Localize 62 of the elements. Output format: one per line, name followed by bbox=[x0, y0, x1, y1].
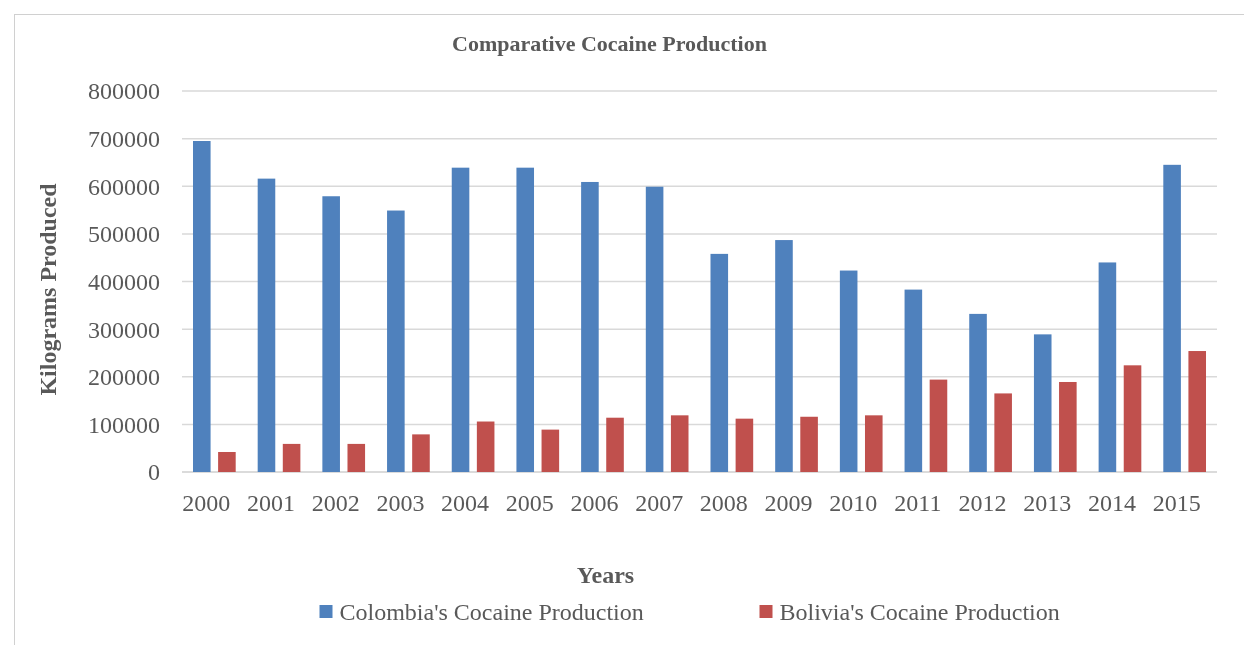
x-tick-label: 2009 bbox=[764, 490, 813, 516]
bar bbox=[257, 178, 276, 472]
bar bbox=[735, 418, 754, 472]
y-tick-label: 600000 bbox=[88, 173, 160, 200]
y-axis-title: Kilograms Produced bbox=[35, 182, 61, 396]
bar bbox=[1163, 164, 1181, 472]
bar bbox=[347, 443, 366, 472]
bar bbox=[282, 443, 301, 472]
bar bbox=[839, 270, 858, 472]
bar bbox=[645, 186, 664, 472]
legend-label: Bolivia's Cocaine Production bbox=[779, 599, 1060, 626]
x-tick-label: 2011 bbox=[894, 490, 942, 516]
bar bbox=[1098, 262, 1117, 472]
bar bbox=[929, 379, 948, 472]
x-tick-label: 2014 bbox=[1087, 490, 1136, 516]
x-axis-title: Years bbox=[576, 562, 635, 588]
x-tick-label: 2002 bbox=[311, 490, 360, 516]
y-tick-label: 400000 bbox=[88, 268, 160, 295]
x-tick-label: 2015 bbox=[1152, 490, 1201, 516]
bar bbox=[800, 416, 818, 472]
x-tick-label: 2007 bbox=[635, 490, 684, 516]
bar bbox=[541, 429, 560, 472]
y-tick-label: 800000 bbox=[88, 78, 160, 105]
y-tick-label: 300000 bbox=[88, 316, 160, 343]
bar bbox=[1059, 381, 1077, 472]
legend-label: Colombia's Cocaine Production bbox=[339, 599, 644, 626]
bar bbox=[994, 393, 1012, 472]
bar bbox=[1188, 351, 1206, 472]
y-tick-label: 500000 bbox=[88, 221, 160, 248]
bar bbox=[775, 240, 793, 472]
chart-title: Comparative Cocaine Production bbox=[452, 31, 767, 56]
bar bbox=[606, 417, 624, 472]
bar bbox=[387, 210, 405, 472]
x-tick-label: 2003 bbox=[376, 490, 425, 516]
x-tick-label: 2004 bbox=[441, 490, 490, 516]
y-tick-label: 700000 bbox=[88, 126, 160, 153]
x-tick-label: 2010 bbox=[829, 490, 878, 516]
bar bbox=[904, 289, 923, 472]
bar bbox=[581, 181, 599, 472]
x-tick-label: 2012 bbox=[958, 490, 1007, 516]
bar bbox=[710, 253, 729, 472]
bar bbox=[670, 415, 689, 472]
x-tick-label: 2008 bbox=[699, 490, 748, 516]
bar bbox=[516, 167, 535, 472]
bar bbox=[451, 167, 470, 472]
bar bbox=[1123, 365, 1142, 472]
bar bbox=[864, 415, 883, 472]
bar bbox=[218, 452, 236, 472]
y-tick-label: 0 bbox=[148, 459, 160, 486]
bar bbox=[412, 434, 430, 472]
x-tick-label: 2000 bbox=[182, 490, 231, 516]
y-tick-label: 100000 bbox=[88, 411, 160, 438]
x-tick-label: 2006 bbox=[570, 490, 619, 516]
x-tick-label: 2013 bbox=[1023, 490, 1072, 516]
bar bbox=[1033, 334, 1052, 472]
y-tick-label: 200000 bbox=[88, 364, 160, 391]
bar bbox=[476, 421, 495, 472]
bar bbox=[193, 141, 211, 472]
x-tick-label: 2001 bbox=[247, 490, 296, 516]
bar bbox=[969, 313, 987, 472]
x-tick-label: 2005 bbox=[505, 490, 554, 516]
bar bbox=[322, 196, 340, 472]
